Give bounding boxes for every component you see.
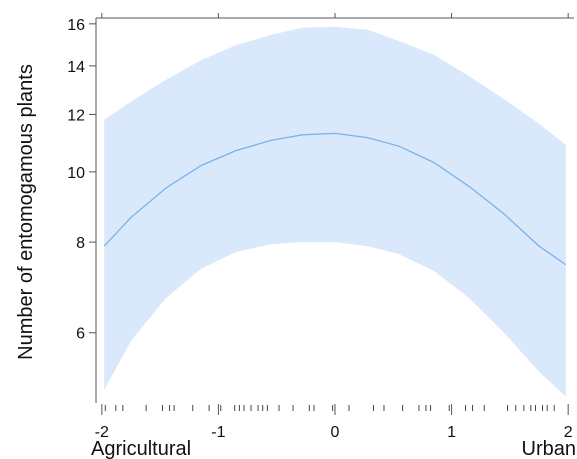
y-tick-label: 10 [67, 165, 85, 182]
x-tick-label: 2 [564, 424, 573, 441]
confidence-band-layer [104, 26, 566, 397]
fit-line-layer [103, 132, 567, 266]
x-label-urban: Urban [522, 438, 576, 459]
confidence-band [104, 26, 566, 397]
y-tick-label: 6 [76, 326, 85, 343]
y-tick-label: 16 [67, 17, 85, 34]
y-tick-label: 14 [67, 59, 85, 76]
fit-line [103, 132, 567, 266]
x-tick-label: 1 [447, 424, 456, 441]
x-tick-label: -1 [211, 424, 225, 441]
y-tick-label: 12 [67, 107, 85, 124]
rug-layer [104, 405, 555, 411]
x-tick-label: 0 [331, 424, 340, 441]
x-label-agricultural: Agricultural [91, 438, 191, 459]
x-tick-label: -2 [95, 424, 109, 441]
y-axis-label: Number of entomogamous plants [15, 64, 37, 360]
y-tick-label: 8 [76, 235, 85, 252]
